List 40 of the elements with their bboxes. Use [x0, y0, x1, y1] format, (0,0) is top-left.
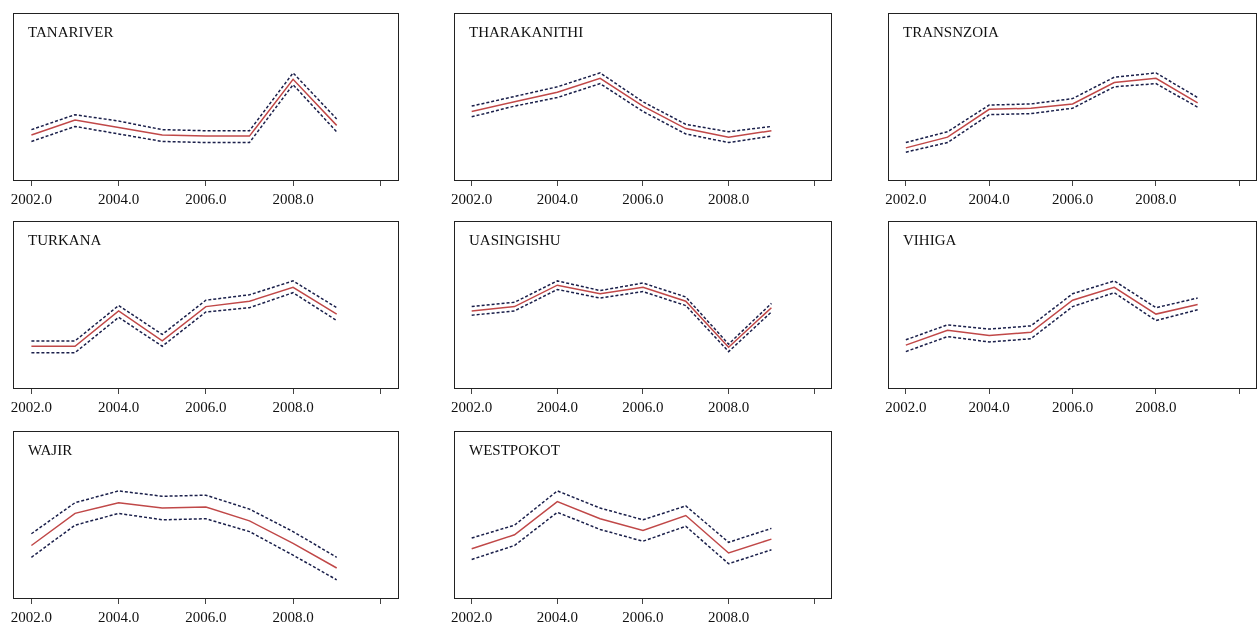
x-tick-label: 2002.0 [451, 399, 493, 416]
chart-title: TURKANA [28, 232, 102, 248]
chart-title: VIHIGA [903, 232, 957, 248]
x-tick-label: 2008.0 [272, 399, 314, 416]
x-tick-label: 2006.0 [622, 609, 664, 626]
x-tick-label: 2004.0 [968, 399, 1010, 416]
x-tick-label: 2004.0 [968, 191, 1010, 208]
x-tick-label: 2006.0 [185, 609, 227, 626]
x-tick-label: 2004.0 [98, 609, 140, 626]
chart-title: TRANSNZOIA [903, 24, 999, 40]
x-tick-label: 2008.0 [1135, 399, 1177, 416]
x-tick-label: 2004.0 [536, 399, 578, 416]
chart-title: WAJIR [28, 442, 73, 458]
chart-title: THARAKANITHI [469, 24, 584, 40]
x-tick-label: 2004.0 [98, 191, 140, 208]
x-tick-label: 2008.0 [707, 399, 750, 416]
x-tick-label: 2002.0 [451, 191, 493, 208]
x-tick-label: 2006.0 [622, 191, 664, 208]
x-tick-label: 2004.0 [536, 191, 578, 208]
x-tick-label: 2002.0 [10, 191, 53, 208]
x-tick-label: 2002.0 [451, 609, 493, 626]
x-tick-label: 2008.0 [1135, 191, 1177, 208]
x-tick-label: 2002.0 [10, 609, 53, 626]
x-tick-label: 2008.0 [707, 191, 750, 208]
chart-title: TANARIVER [28, 24, 114, 40]
chart-title: WESTPOKOT [469, 442, 560, 458]
x-tick-label: 2006.0 [185, 399, 227, 416]
x-tick-label: 2008.0 [272, 609, 314, 626]
x-tick-label: 2002.0 [885, 399, 927, 416]
x-tick-label: 2008.0 [272, 191, 314, 208]
x-tick-label: 2004.0 [536, 609, 578, 626]
x-tick-label: 2008.0 [707, 609, 750, 626]
x-tick-label: 2006.0 [185, 191, 227, 208]
x-tick-label: 2002.0 [885, 191, 927, 208]
x-tick-label: 2006.0 [622, 399, 664, 416]
x-tick-label: 2006.0 [1051, 191, 1094, 208]
x-tick-label: 2006.0 [1051, 399, 1094, 416]
x-tick-label: 2002.0 [10, 399, 53, 416]
x-tick-label: 2004.0 [98, 399, 140, 416]
chart-title: UASINGISHU [469, 232, 561, 248]
